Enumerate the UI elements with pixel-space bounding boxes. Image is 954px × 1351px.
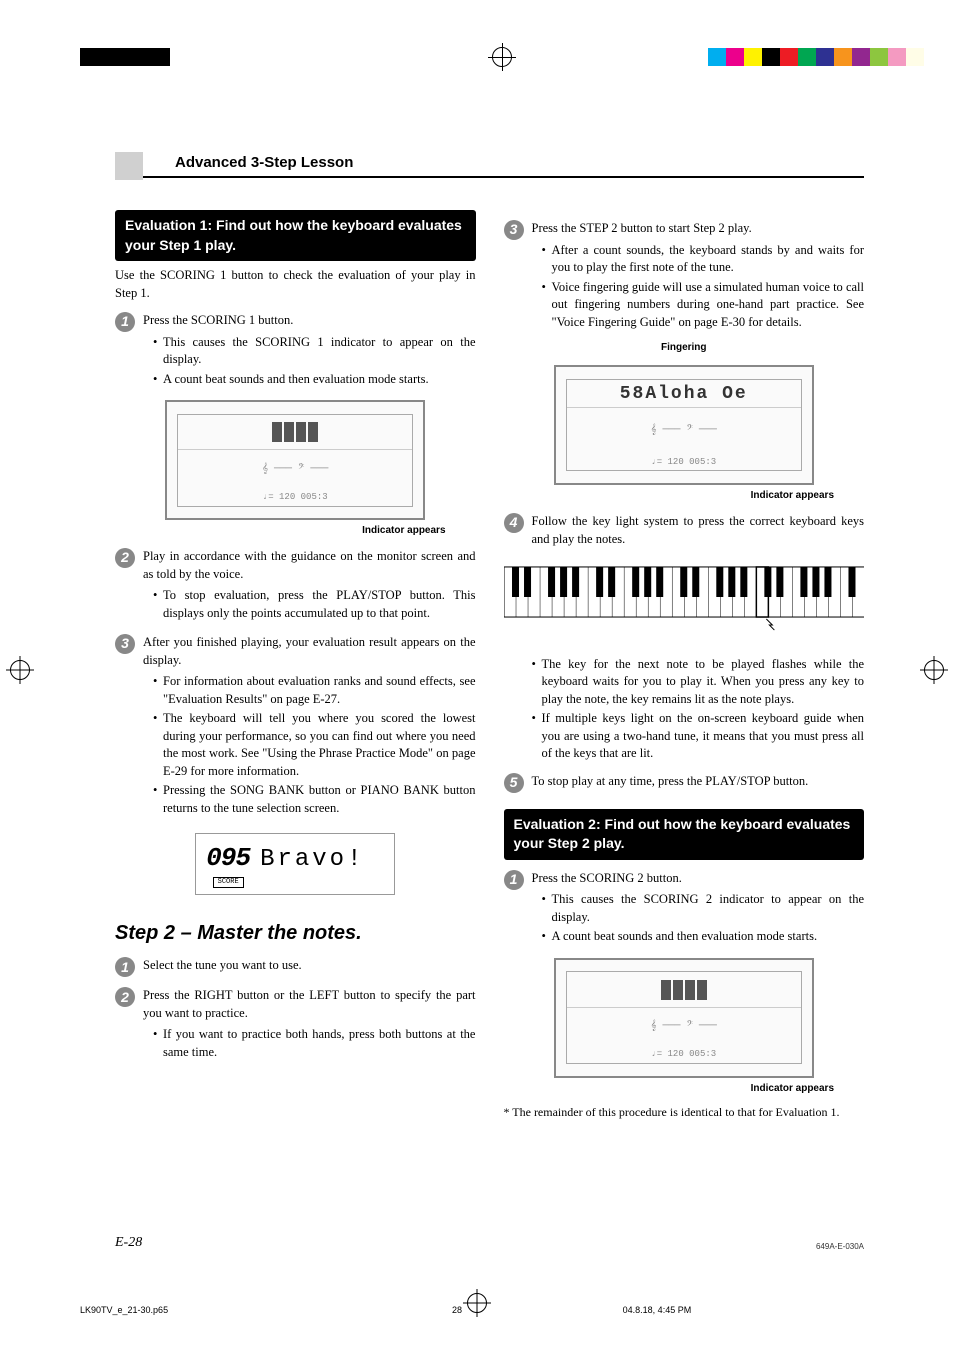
evaluation1-heading: Evaluation 1: Find out how the keyboard … [115,210,476,261]
lcd-display-eval1: 𝄞 ─── 𝄢 ─── ♩= 120 005:3 [165,400,425,520]
s2-step2-bullet1: If you want to practice both hands, pres… [153,1026,476,1061]
right-column: 3 Press the STEP 2 button to start Step … [504,210,865,1231]
print-filename: LK90TV_e_21-30.p65 [80,1305,331,1315]
s2-step3-bullet2: Voice fingering guide will use a simulat… [542,279,865,332]
step-number-5-icon: 5 [504,773,524,793]
left-column: Evaluation 1: Find out how the keyboard … [115,210,476,1231]
print-sheet: 28 [331,1305,582,1315]
evaluation1-intro: Use the SCORING 1 button to check the ev… [115,267,476,302]
s2-step3: 3 Press the STEP 2 button to start Step … [504,220,865,333]
eval1-step1-text: Press the SCORING 1 button. [143,313,293,327]
indicator-appears-label-2: Indicator appears [504,489,865,503]
step-number-2b-icon: 2 [115,987,135,1007]
eval2-step1-bullet2: A count beat sounds and then evaluation … [542,928,865,946]
s2-step2: 2 Press the RIGHT button or the LEFT but… [115,987,476,1063]
document-code: 649A-E-030A [816,1242,864,1251]
section-header: Advanced 3-Step Lesson [115,150,864,178]
registration-mark-right [924,660,944,680]
color-swatches [708,48,924,66]
s2-step4-bullet1: The key for the next note to be played f… [532,656,865,709]
eval1-step2-bullet1: To stop evaluation, press the PLAY/STOP … [153,587,476,622]
page: Advanced 3-Step Lesson Evaluation 1: Fin… [0,0,954,1351]
eval2-step1: 1 Press the SCORING 2 button. This cause… [504,870,865,948]
eval1-step1-bullet2: A count beat sounds and then evaluation … [153,371,476,389]
s2-step5: 5 To stop play at any time, press the PL… [504,773,865,793]
s2-step1-text: Select the tune you want to use. [143,958,302,972]
print-timestamp: 04.8.18, 4:45 PM [583,1305,874,1315]
step-number-1-icon: 1 [115,312,135,332]
section-title: Advanced 3-Step Lesson [175,154,353,171]
lcd-song-title: 58Aloha Oe [567,380,801,407]
indicator-appears-label-3: Indicator appears [504,1082,865,1096]
eval1-step3-bullet3: Pressing the SONG BANK button or PIANO B… [153,782,476,817]
evaluation2-heading: Evaluation 2: Find out how the keyboard … [504,809,865,860]
bravo-score-label: SCORE [213,877,244,889]
eval2-footnote: * The remainder of this procedure is ide… [504,1104,865,1121]
indicator-appears-label-1: Indicator appears [115,524,476,538]
step-number-3b-icon: 3 [504,220,524,240]
step-number-2-icon: 2 [115,548,135,568]
step-number-1b-icon: 1 [115,957,135,977]
lcd-display-eval2: 𝄞 ─── 𝄢 ─── ♩= 120 005:3 [554,958,814,1078]
s2-step4-bullet2: If multiple keys light on the on-screen … [532,710,865,763]
header-tab-icon [115,152,143,180]
lcd-measure: 005:3 [301,492,328,502]
bravo-display: 095 SCORE Bravo! [195,833,395,895]
step-number-4-icon: 4 [504,513,524,533]
step2-section-title: Step 2 – Master the notes. [115,919,476,947]
s2-step1: 1 Select the tune you want to use. [115,957,476,977]
lcd-display-fingering: 58Aloha Oe 𝄞 ─── 𝄢 ─── ♩= 120 005:3 [554,365,814,485]
eval2-step1-text: Press the SCORING 2 button. [532,871,682,885]
eval1-step3-bullet2: The keyboard will tell you where you sco… [153,710,476,780]
bravo-score-value: 095 [206,840,250,876]
content-columns: Evaluation 1: Find out how the keyboard … [115,210,864,1231]
step-number-1c-icon: 1 [504,870,524,890]
registration-mark-bottom [467,1293,487,1313]
page-number: E-28 [115,1235,142,1251]
page-footer: E-28 649A-E-030A [115,1235,864,1251]
s2-step4: 4 Follow the key light system to press t… [504,513,865,548]
s2-step3-text: Press the STEP 2 button to start Step 2 … [532,221,752,235]
eval1-step1-bullet1: This causes the SCORING 1 indicator to a… [153,334,476,369]
eval1-step3-text: After you finished playing, your evaluat… [143,635,476,667]
fingering-label: Fingering [504,341,865,355]
crop-blocks-left [80,48,170,66]
s2-step4-text: Follow the key light system to press the… [532,514,865,546]
bravo-text: Bravo! [260,843,364,877]
eval1-step2: 2 Play in accordance with the guidance o… [115,548,476,624]
eval2-step1-bullet1: This causes the SCORING 2 indicator to a… [542,891,865,926]
step-number-3-icon: 3 [115,634,135,654]
registration-mark-left [10,660,30,680]
s2-step2-text: Press the RIGHT button or the LEFT butto… [143,988,476,1020]
eval1-step1: 1 Press the SCORING 1 button. This cause… [115,312,476,390]
registration-mark-top [492,47,512,67]
crop-bar [80,48,924,66]
s2-step3-bullet1: After a count sounds, the keyboard stand… [542,242,865,277]
s2-step5-text: To stop play at any time, press the PLAY… [532,774,809,788]
lcd-tempo: 120 [279,492,295,502]
eval1-step3-bullet1: For information about evaluation ranks a… [153,673,476,708]
keyboard-diagram [504,562,865,632]
eval1-step3: 3 After you finished playing, your evalu… [115,634,476,819]
eval1-step2-text: Play in accordance with the guidance on … [143,549,476,581]
